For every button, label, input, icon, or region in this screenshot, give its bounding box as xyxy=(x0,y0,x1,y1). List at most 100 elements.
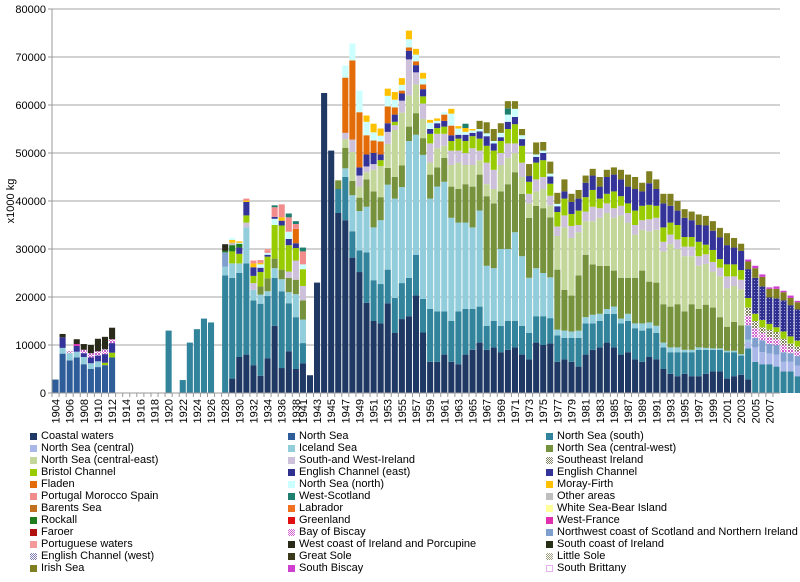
bar-segment-south-and-west-ireland xyxy=(540,177,547,189)
bar-segment-moray-firth xyxy=(434,118,441,121)
bar-segment-south-and-west-ireland xyxy=(533,179,540,192)
bar-segment-south-and-west-ireland xyxy=(349,139,356,153)
bar-segment-north-sea-central- xyxy=(745,341,752,349)
bar-segment-english-channel-east- xyxy=(787,305,794,337)
bar-segment-irish-sea xyxy=(617,169,625,180)
bar-1978 xyxy=(561,179,568,393)
bar-segment-north-sea-central-west- xyxy=(370,191,377,228)
legend-label: Northwest coast of Scotland and Northern… xyxy=(557,526,798,538)
bar-segment-bristol-channel xyxy=(667,222,674,235)
bar-segment-coastal-waters xyxy=(236,357,243,393)
legend-item: Rockall xyxy=(30,514,288,526)
bar-segment-north-sea-north- xyxy=(448,113,455,126)
bar-segment-coastal-waters xyxy=(738,374,745,393)
bar-segment-south-and-west-ireland xyxy=(646,219,653,232)
bar-segment-north-sea-central-west- xyxy=(356,197,363,212)
bar-segment-south-and-west-ireland xyxy=(412,72,420,85)
bar-1905 xyxy=(59,333,66,393)
bar-segment-coastal-waters xyxy=(540,345,547,393)
legend-item: North Sea (central) xyxy=(30,442,288,454)
bar-segment-coastal-waters xyxy=(455,364,462,393)
bar-1959 xyxy=(427,119,434,393)
bar-1972 xyxy=(518,129,526,393)
x-tick-label: 1981 xyxy=(581,399,593,423)
bar-segment-south-and-west-ireland xyxy=(639,220,646,230)
bar-segment-northwest-coast-of-scotland-and-northern-ireland xyxy=(759,340,766,353)
bar-1960 xyxy=(434,118,441,393)
bar-segment-coastal-waters xyxy=(603,342,610,393)
bar-segment-north-sea-south- xyxy=(229,277,236,379)
bar-segment-north-sea-south- xyxy=(497,325,504,353)
bar-segment-west-scotland xyxy=(292,221,299,225)
legend-label: Iceland Sea xyxy=(299,442,358,454)
bar-segment-bristol-channel xyxy=(236,253,243,264)
bar-segment-coastal-waters xyxy=(271,325,278,393)
bar-segment-south-and-west-ireland xyxy=(497,153,504,165)
bar-1992 xyxy=(660,193,667,393)
bar-segment-moray-firth xyxy=(427,119,434,123)
bar-segment-english-channel-east- xyxy=(773,298,780,328)
bar-segment-english-channel xyxy=(688,220,695,237)
bar-segment-west-scotland xyxy=(462,123,469,129)
bar-segment-north-sea-central-west- xyxy=(667,306,674,348)
bar-segment-north-sea-central-east- xyxy=(695,265,702,309)
bar-segment-english-channel-east- xyxy=(794,309,800,341)
bar-segment-coastal-waters xyxy=(292,369,299,393)
bar-segment-iceland-sea xyxy=(441,181,448,312)
bar-segment-south-and-west-ireland xyxy=(688,246,695,257)
bar-segment-southeast-ireland xyxy=(759,327,766,333)
bar-segment-north-sea-central-west- xyxy=(405,126,412,141)
bar-segment-west-coast-of-ireland-and-porcupine xyxy=(87,345,94,354)
bar-segment-iceland-sea xyxy=(349,195,356,232)
bar-2005 xyxy=(752,265,759,393)
bar-segment-bristol-channel xyxy=(702,244,709,255)
bar-segment-north-sea-south- xyxy=(561,337,568,360)
x-tick-label: 1932 xyxy=(248,399,260,423)
bar-segment-english-channel xyxy=(667,205,674,223)
legend-label: English Channel (west) xyxy=(41,550,155,562)
bar-segment-english-channel xyxy=(589,175,596,190)
bar-segment-english-channel xyxy=(469,132,476,137)
bar-segment-coastal-waters xyxy=(321,93,328,393)
bar-segment-coastal-waters xyxy=(363,302,370,393)
x-tick-label: 1955 xyxy=(397,399,409,423)
bar-segment-north-sea-central-east- xyxy=(625,222,632,278)
bar-2000 xyxy=(716,227,723,393)
bar-segment-bristol-channel xyxy=(596,198,603,209)
bar-segment-north-sea-central-west- xyxy=(723,326,731,351)
bar-segment-bristol-channel xyxy=(391,121,398,126)
bar-segment-bristol-channel xyxy=(632,210,639,225)
bar-segment-english-channel xyxy=(617,179,625,197)
bar-segment-bristol-channel xyxy=(575,210,582,225)
bar-segment-bristol-channel xyxy=(243,215,250,223)
bar-1938 xyxy=(292,221,299,393)
bar-segment-south-and-west-ireland xyxy=(448,150,455,165)
bar-segment-south-and-west-ireland xyxy=(243,222,250,228)
bar-segment-coastal-waters xyxy=(342,220,349,393)
bar-segment-portugal-morocco-spain xyxy=(257,260,264,263)
legend-swatch xyxy=(546,540,553,548)
legend-swatch xyxy=(546,444,553,452)
bar-segment-irish-sea xyxy=(745,261,752,270)
bar-segment-north-sea-north- xyxy=(490,141,497,144)
bar-segment-irish-sea xyxy=(504,101,511,109)
bar-segment-english-channel xyxy=(738,250,745,271)
bar-segment-bay-of-biscay xyxy=(94,351,101,356)
y-tick-label: 70000 xyxy=(15,52,46,64)
bar-segment-iceland-sea xyxy=(469,227,476,309)
bar-segment-irish-sea xyxy=(716,227,723,238)
bar-segment-moray-firth xyxy=(370,123,377,133)
bar-segment-north-sea-south- xyxy=(518,325,526,355)
bar-segment-north-sea-north- xyxy=(412,54,420,62)
y-tick-label: 40000 xyxy=(15,196,46,208)
bar-segment-bay-of-biscay xyxy=(766,336,773,345)
bar-segment-north-sea-south- xyxy=(207,322,215,393)
legend-item: Fladen xyxy=(30,478,288,490)
bar-segment-north-sea-central-east- xyxy=(723,288,731,327)
bar-segment-english-channel xyxy=(540,153,547,161)
y-tick-label: 30000 xyxy=(15,244,46,256)
bar-segment-coastal-waters xyxy=(335,213,342,393)
bar-segment-north-sea-central-west- xyxy=(455,189,462,223)
bar-1907 xyxy=(73,339,80,393)
bar-segment-coastal-waters xyxy=(377,323,384,393)
